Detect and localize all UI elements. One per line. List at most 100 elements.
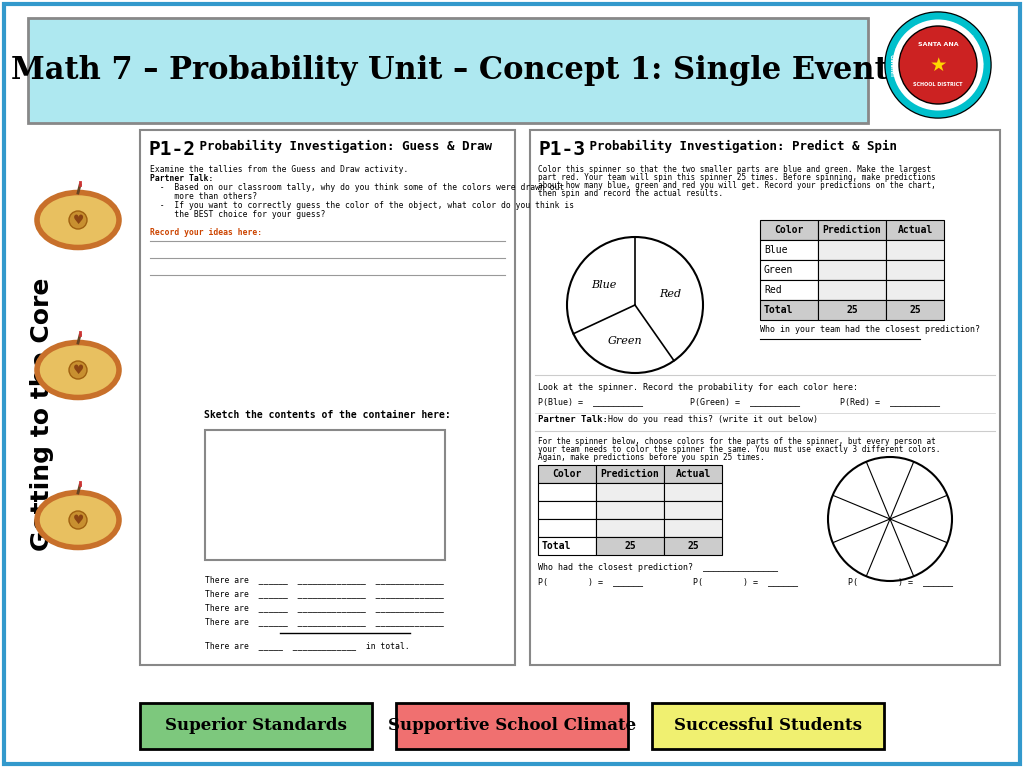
Text: Color this spinner so that the two smaller parts are blue and green. Make the la: Color this spinner so that the two small… [538, 165, 931, 174]
FancyBboxPatch shape [530, 130, 1000, 665]
FancyBboxPatch shape [140, 703, 372, 749]
Text: Total: Total [542, 541, 571, 551]
Text: UNIFIED: UNIFIED [892, 54, 896, 76]
Text: Getting to the Core: Getting to the Core [30, 277, 54, 551]
FancyBboxPatch shape [818, 240, 886, 260]
Circle shape [899, 26, 977, 104]
FancyBboxPatch shape [140, 130, 515, 665]
Text: Prediction: Prediction [601, 469, 659, 479]
Text: 25: 25 [687, 541, 698, 551]
Text: P1-2: P1-2 [148, 140, 195, 159]
Circle shape [69, 361, 87, 379]
FancyBboxPatch shape [664, 483, 722, 501]
Text: then spin and record the actual results.: then spin and record the actual results. [538, 189, 723, 198]
Text: ♥: ♥ [73, 363, 84, 376]
Text: How do you read this? (write it out below): How do you read this? (write it out belo… [603, 415, 818, 424]
Text: Green: Green [764, 265, 794, 275]
Text: P1-3: P1-3 [538, 140, 585, 159]
Text: Partner Talk:: Partner Talk: [150, 174, 213, 183]
Text: *: * [944, 19, 947, 24]
Text: Partner Talk:: Partner Talk: [538, 415, 608, 424]
FancyBboxPatch shape [538, 465, 596, 483]
Text: *: * [971, 35, 973, 39]
FancyBboxPatch shape [538, 501, 596, 519]
Text: There are  ______  ______________  ______________: There are ______ ______________ ________… [205, 575, 443, 584]
FancyBboxPatch shape [886, 220, 944, 240]
Text: P(        ) =  ______: P( ) = ______ [693, 577, 798, 586]
Text: *: * [914, 25, 918, 29]
FancyBboxPatch shape [886, 240, 944, 260]
Text: Actual: Actual [897, 225, 933, 235]
Text: For the spinner below, choose colors for the parts of the spinner, but every per: For the spinner below, choose colors for… [538, 437, 936, 446]
Text: SANTA ANA: SANTA ANA [918, 42, 958, 48]
Text: the BEST choice for your guess?: the BEST choice for your guess? [150, 210, 326, 219]
FancyBboxPatch shape [596, 519, 664, 537]
Ellipse shape [37, 492, 119, 548]
Text: Look at the spinner. Record the probability for each color here:: Look at the spinner. Record the probabil… [538, 383, 858, 392]
Text: Superior Standards: Superior Standards [165, 717, 347, 734]
Text: about how many blue, green and red you will get. Record your predictions on the : about how many blue, green and red you w… [538, 181, 936, 190]
FancyBboxPatch shape [396, 703, 628, 749]
FancyBboxPatch shape [205, 430, 445, 560]
FancyBboxPatch shape [596, 501, 664, 519]
Text: Probability Investigation: Guess & Draw: Probability Investigation: Guess & Draw [193, 140, 492, 153]
Text: P(        ) =  ______: P( ) = ______ [538, 577, 643, 586]
FancyBboxPatch shape [886, 300, 944, 320]
Ellipse shape [37, 343, 119, 398]
Text: *: * [981, 62, 983, 68]
Text: *: * [895, 48, 898, 52]
FancyBboxPatch shape [664, 501, 722, 519]
Text: 25: 25 [909, 305, 921, 315]
Text: Examine the tallies from the Guess and Draw activity.: Examine the tallies from the Guess and D… [150, 165, 409, 174]
Text: Red: Red [764, 285, 781, 295]
Text: *: * [914, 101, 918, 106]
Text: Who in your team had the closest prediction?: Who in your team had the closest predict… [760, 325, 980, 334]
FancyBboxPatch shape [596, 483, 664, 501]
Text: more than others?: more than others? [150, 192, 257, 201]
FancyBboxPatch shape [652, 703, 884, 749]
Text: Math 7 – Probability Unit – Concept 1: Single Event: Math 7 – Probability Unit – Concept 1: S… [11, 55, 889, 85]
FancyBboxPatch shape [596, 465, 664, 483]
Text: Blue: Blue [764, 245, 787, 255]
Text: Actual: Actual [676, 469, 711, 479]
FancyBboxPatch shape [538, 537, 596, 555]
Text: Prediction: Prediction [822, 225, 882, 235]
Circle shape [828, 457, 952, 581]
FancyBboxPatch shape [538, 519, 596, 537]
Text: your team needs to color the spinner the same. You must use exactly 3 different : your team needs to color the spinner the… [538, 445, 940, 454]
Text: Successful Students: Successful Students [674, 717, 862, 734]
FancyBboxPatch shape [664, 537, 722, 555]
Text: There are  ______  ______________  ______________: There are ______ ______________ ________… [205, 603, 443, 612]
Text: *: * [944, 106, 947, 111]
FancyBboxPatch shape [760, 260, 818, 280]
Text: Total: Total [764, 305, 794, 315]
Text: -  If you want to correctly guess the color of the object, what color do you thi: - If you want to correctly guess the col… [150, 201, 574, 210]
Text: *: * [895, 78, 898, 82]
Text: part red. Your team will spin this spinner 25 times. Before spinning, make predi: part red. Your team will spin this spinn… [538, 173, 936, 182]
FancyBboxPatch shape [28, 18, 868, 123]
Text: P(Green) =  __________: P(Green) = __________ [690, 397, 800, 406]
Text: There are  ______  ______________  ______________: There are ______ ______________ ________… [205, 617, 443, 626]
Text: Color: Color [774, 225, 804, 235]
FancyBboxPatch shape [818, 300, 886, 320]
FancyBboxPatch shape [538, 483, 596, 501]
Text: Color: Color [552, 469, 582, 479]
Text: Green: Green [608, 336, 643, 346]
Text: ♥: ♥ [73, 514, 84, 527]
Circle shape [886, 13, 990, 117]
Text: SCHOOL DISTRICT: SCHOOL DISTRICT [913, 82, 963, 88]
Text: Red: Red [659, 289, 682, 299]
Text: ★: ★ [929, 55, 947, 74]
Circle shape [69, 511, 87, 529]
Ellipse shape [37, 193, 119, 247]
Text: Sketch the contents of the container here:: Sketch the contents of the container her… [204, 410, 451, 420]
FancyBboxPatch shape [818, 280, 886, 300]
Text: P(        ) =  ______: P( ) = ______ [848, 577, 953, 586]
Text: Blue: Blue [591, 280, 616, 290]
Circle shape [567, 237, 703, 373]
FancyBboxPatch shape [664, 465, 722, 483]
Text: 25: 25 [846, 305, 858, 315]
Text: *: * [971, 91, 973, 96]
Circle shape [69, 211, 87, 229]
FancyBboxPatch shape [818, 260, 886, 280]
